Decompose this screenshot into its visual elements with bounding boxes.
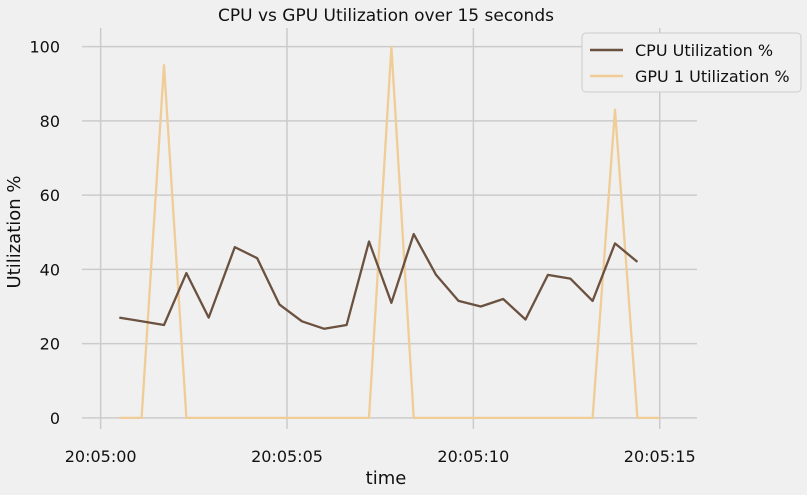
- y-tick-label: 80: [40, 112, 60, 131]
- legend: CPU Utilization % GPU 1 Utilization %: [581, 32, 802, 93]
- legend-label-cpu: CPU Utilization %: [635, 41, 773, 60]
- x-axis-title: time: [366, 468, 407, 489]
- x-tick-label: 20:05:15: [624, 447, 696, 466]
- legend-label-gpu: GPU 1 Utilization %: [635, 67, 790, 86]
- chart-title: CPU vs GPU Utilization over 15 seconds: [218, 6, 554, 26]
- series-lines: [119, 45, 660, 420]
- grid: [82, 28, 697, 429]
- x-tick-label: 20:05:10: [437, 447, 509, 466]
- legend-box: [581, 32, 802, 93]
- x-tick-label: 20:05:00: [65, 447, 137, 466]
- y-tick-label: 20: [40, 335, 60, 354]
- series-line-gpu: [119, 45, 660, 420]
- series-line-cpu: [119, 232, 639, 330]
- y-axis-title: Utilization %: [4, 175, 25, 288]
- axes: 0 20 40 60 80 100 20:05:00 20:05:05 20:05:10 20:0…: [29, 38, 695, 466]
- y-tick-label: 40: [40, 260, 60, 279]
- x-tick-label: 20:05:05: [251, 447, 323, 466]
- y-tick-label: 60: [40, 186, 60, 205]
- y-tick-label: 0: [50, 409, 60, 428]
- y-tick-label: 100: [29, 38, 60, 57]
